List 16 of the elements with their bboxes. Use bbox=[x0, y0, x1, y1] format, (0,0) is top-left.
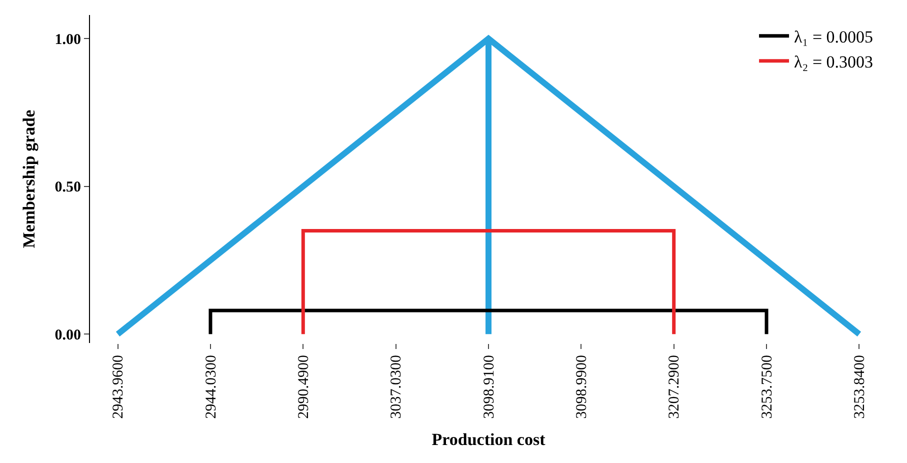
x-tick-label: 3098.9900 bbox=[574, 355, 590, 419]
x-tick-label: 2943.9600 bbox=[110, 355, 127, 419]
y-tick-label: 0.00 bbox=[54, 327, 81, 344]
x-tick-label: 2944.0300 bbox=[203, 355, 220, 419]
x-tick-label: 3207.2900 bbox=[666, 355, 683, 419]
x-axis-title: Production cost bbox=[432, 430, 546, 450]
y-tick-label: 0.50 bbox=[54, 180, 81, 196]
y-axis-title: Membership grade bbox=[19, 109, 38, 248]
x-tick-label: 3253.8400 bbox=[852, 355, 868, 419]
x-tick-label: 3253.7500 bbox=[759, 355, 776, 419]
x-tick-label: 3098.9100 bbox=[481, 355, 498, 419]
legend-label: λ₂ = 0.3003 bbox=[794, 52, 874, 72]
y-tick-label: 1.00 bbox=[54, 32, 81, 48]
legend-label: λ₁ = 0.0005 bbox=[794, 27, 874, 46]
x-tick-label: 3037.0300 bbox=[388, 355, 405, 419]
x-tick-label: 2990.4900 bbox=[296, 355, 312, 419]
